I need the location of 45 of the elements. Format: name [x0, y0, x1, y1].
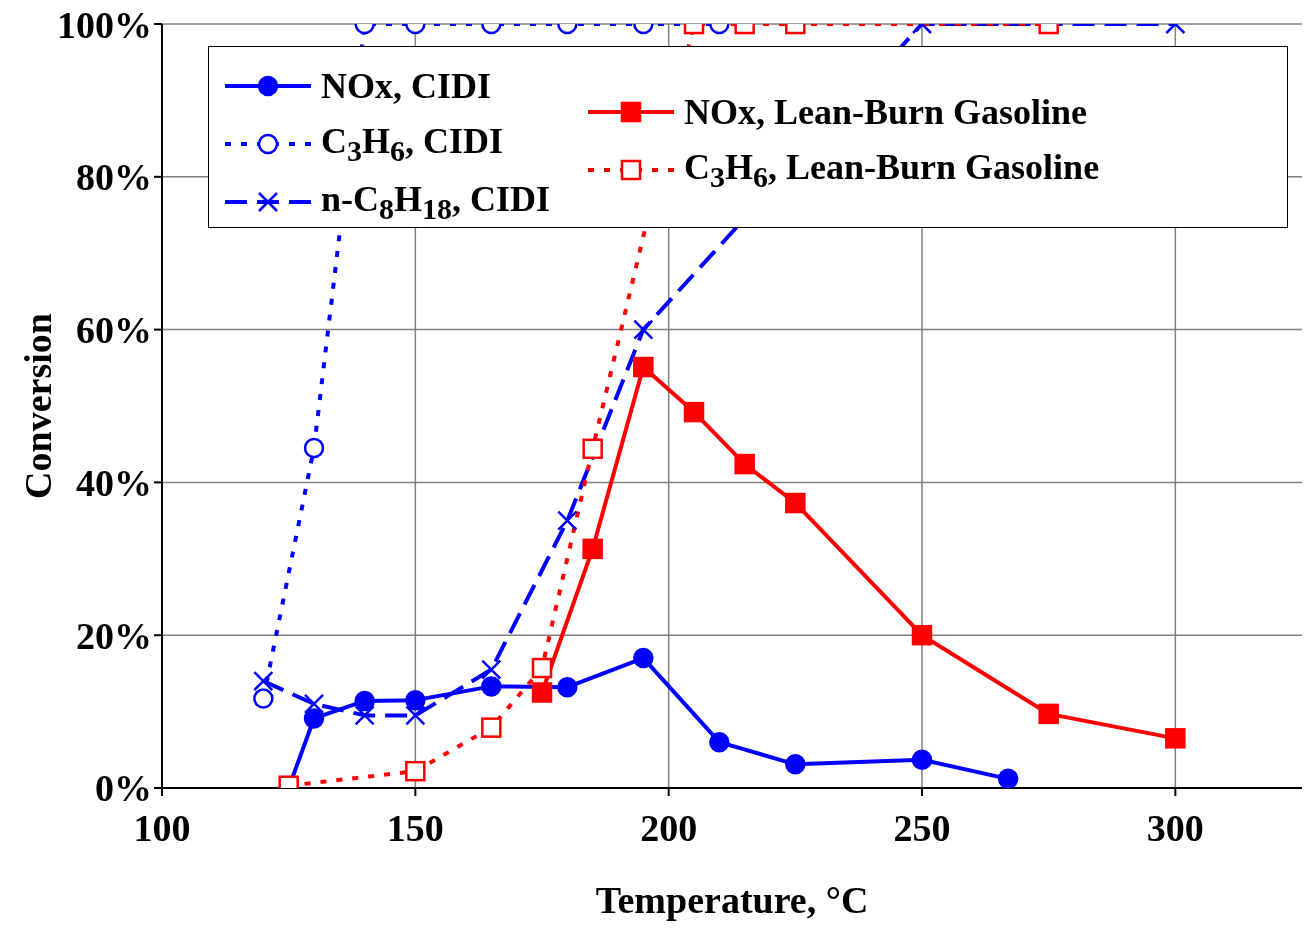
point — [303, 437, 325, 459]
point — [1165, 728, 1186, 749]
point — [481, 676, 502, 697]
y-tick-label: 40% — [76, 461, 152, 504]
point — [354, 705, 375, 726]
point — [303, 693, 325, 715]
point — [557, 510, 578, 531]
x-tick-label: 300 — [1146, 806, 1204, 849]
y-tick-label: 20% — [76, 614, 152, 657]
x-tick-label: 150 — [386, 806, 444, 849]
point — [531, 682, 553, 703]
point — [997, 768, 1019, 788]
point — [253, 670, 274, 692]
point — [633, 647, 654, 669]
y-tick-label: 100% — [57, 3, 152, 46]
point — [1038, 703, 1059, 725]
point — [709, 731, 730, 753]
point — [253, 688, 274, 709]
point — [405, 689, 426, 711]
legend-label: NOx, CIDI — [321, 65, 492, 107]
x-axis-title: Temperature, °C — [595, 879, 869, 921]
point — [911, 749, 933, 770]
point — [405, 760, 426, 782]
legend-label: C$_{3}$H$_{6}$, CIDI — [321, 119, 504, 169]
point — [734, 453, 755, 475]
point — [354, 690, 375, 712]
y-tick-label: 60% — [76, 309, 152, 352]
point — [481, 717, 502, 738]
y-axis-title: Conversion — [17, 313, 60, 499]
point — [582, 438, 603, 460]
point — [405, 705, 426, 726]
y-tick-label: 80% — [76, 156, 152, 199]
legend-label: n-C$_{8}$H$_{18}$, CIDI — [321, 177, 551, 227]
x-tick-label: 200 — [640, 806, 698, 849]
x-tick-label: 250 — [893, 806, 951, 849]
point — [557, 676, 578, 698]
legend-label: C$_{3}$H$_{6}$, Lean-Burn Gasoline — [684, 145, 1100, 195]
legend-label: NOx, Lean-Burn Gasoline — [684, 91, 1088, 133]
point — [531, 657, 553, 679]
point — [303, 708, 325, 729]
point — [785, 492, 806, 514]
point — [582, 538, 603, 560]
point — [911, 624, 933, 646]
point — [785, 754, 806, 775]
point — [481, 659, 502, 680]
